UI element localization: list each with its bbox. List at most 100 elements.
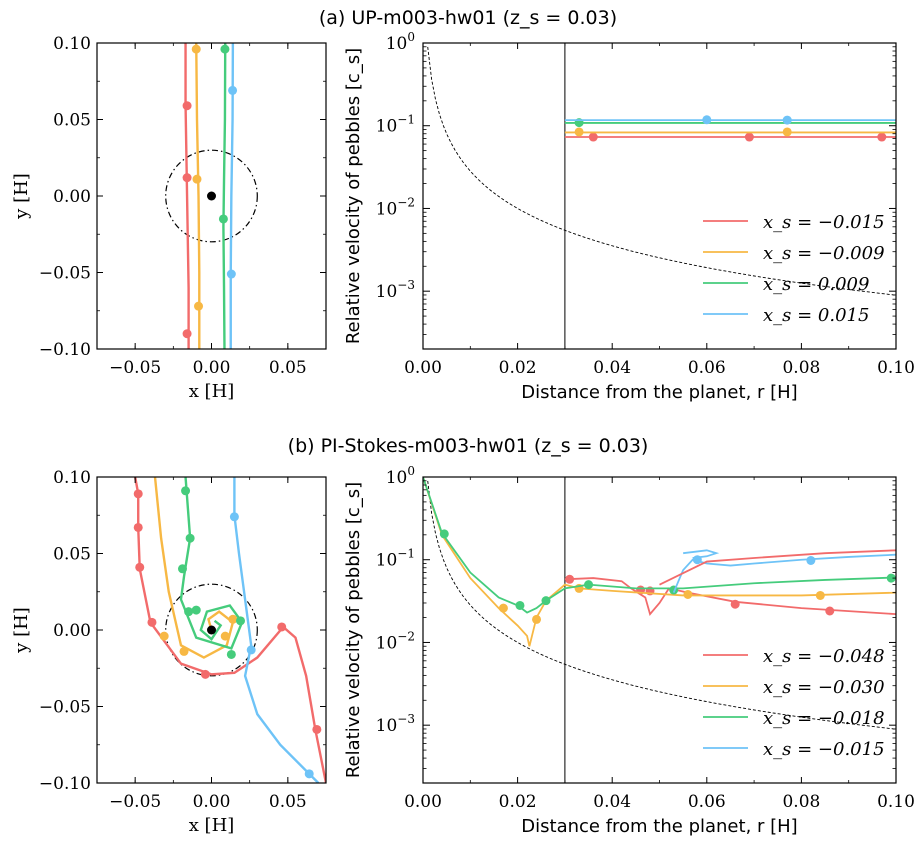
x-tick-label: 0.06: [688, 358, 726, 378]
x-tick-label: 0.00: [404, 358, 442, 378]
trajectory-marker: [228, 85, 238, 95]
velocity-marker: [541, 596, 551, 606]
trajectory-line-green: [222, 43, 227, 349]
trajectory-line-orange: [153, 477, 235, 659]
y-tick-label: 0.00: [53, 187, 91, 207]
y-tick-label: −0.05: [39, 698, 91, 718]
trajectory-plot-1: [96, 476, 327, 784]
trajectory-marker: [246, 645, 256, 655]
velocity-plot-0: 100 10−1 10−2 10−3: [376, 30, 897, 350]
x-axis-label: x [H]: [189, 815, 235, 836]
y-tick-label: 100: [386, 30, 415, 54]
trajectory-line-blue: [233, 477, 320, 783]
y-axis-label: y [H]: [11, 607, 32, 654]
trajectory-marker: [226, 649, 236, 659]
y-tick-label: 0.00: [53, 621, 91, 641]
x-tick-label: 0.10: [877, 358, 915, 378]
trajectory-line-red: [184, 43, 190, 349]
legend-entry: x_s = −0.030: [763, 677, 885, 698]
velocity-marker: [498, 603, 508, 613]
y-axis-label: y [H]: [11, 173, 32, 220]
y-tick-label: 0.05: [53, 111, 91, 131]
velocity-marker: [806, 555, 816, 565]
x-tick-label: 0.06: [688, 792, 726, 812]
velocity-marker: [877, 132, 887, 142]
x-tick-label: 0.04: [593, 792, 631, 812]
trajectory-marker: [200, 669, 210, 679]
velocity-marker: [744, 132, 754, 142]
trajectory-marker: [177, 564, 187, 574]
trajectory-marker: [277, 622, 287, 632]
velocity-marker: [683, 589, 693, 599]
trajectory-marker: [220, 631, 230, 641]
trajectory-marker: [236, 616, 246, 626]
y-tick-label: 10−2: [376, 629, 415, 653]
trajectory-marker: [147, 617, 157, 627]
x-tick-label: −0.05: [109, 792, 161, 812]
velocity-marker: [515, 600, 525, 610]
panel-title-0: (a) UP-m003-hw01 (z_s = 0.03): [319, 7, 617, 29]
trajectory-marker: [182, 173, 192, 183]
velocity-marker: [730, 599, 740, 609]
legend-entry: x_s = −0.015: [763, 212, 885, 233]
trajectory-marker: [184, 607, 194, 617]
velocity-line-blue: [672, 553, 896, 593]
trajectory-marker: [159, 631, 169, 641]
y-tick-label: 10−3: [376, 712, 415, 736]
velocity-line-red: [659, 549, 896, 586]
legend-entry: x_s = −0.048: [763, 646, 885, 667]
trajectory-marker: [228, 614, 238, 624]
trajectory-marker: [185, 533, 195, 543]
x-axis-label: x [H]: [189, 381, 235, 402]
trajectory-marker: [133, 522, 143, 532]
panel-title-1: (b) PI-Stokes-m003-hw01 (z_s = 0.03): [288, 435, 649, 457]
y-tick-label: −0.10: [39, 774, 91, 794]
trajectory-marker: [194, 301, 204, 311]
velocity-line-orange: [423, 477, 896, 647]
trajectory-marker: [191, 605, 201, 615]
trajectory-marker: [179, 646, 189, 656]
legend-entry: x_s = −0.015: [763, 739, 885, 760]
x-tick-label: 0.08: [782, 358, 820, 378]
velocity-marker: [825, 606, 835, 616]
velocity-marker: [782, 127, 792, 137]
y-tick-label: 10−2: [376, 195, 415, 219]
velocity-marker: [815, 590, 825, 600]
legend-entry: x_s = 0.009: [763, 274, 869, 295]
trajectory-marker: [133, 489, 143, 499]
velocity-line-blue: [683, 549, 720, 559]
velocity-line-red: [564, 577, 896, 616]
y-tick-label: 10−1: [376, 547, 415, 571]
velocity-marker: [584, 580, 594, 590]
legend-entry: x_s = −0.018: [763, 708, 885, 729]
velocity-line-green: [423, 477, 896, 614]
x-tick-label: 0.00: [404, 792, 442, 812]
trajectory-marker: [135, 562, 145, 572]
trajectory-marker: [220, 44, 230, 54]
y-tick-label: 10−3: [376, 278, 415, 302]
x-tick-label: −0.05: [109, 358, 161, 378]
trajectory-marker: [304, 769, 314, 779]
x-tick-label: 0.05: [269, 358, 307, 378]
velocity-frame: [422, 42, 897, 350]
x-axis-label: Distance from the planet, r [H]: [521, 382, 797, 403]
velocity-marker: [439, 529, 449, 539]
x-tick-label: 0.00: [193, 792, 231, 812]
velocity-marker: [574, 127, 584, 137]
x-tick-label: 0.08: [782, 792, 820, 812]
y-tick-label: −0.05: [39, 264, 91, 284]
y-tick-label: 0.05: [53, 545, 91, 565]
velocity-marker: [702, 115, 712, 125]
y-tick-label: 0.10: [53, 34, 91, 54]
x-tick-label: 0.02: [499, 358, 537, 378]
x-tick-label: 0.04: [593, 358, 631, 378]
x-tick-label: 0.10: [877, 792, 915, 812]
trajectory-marker: [191, 44, 201, 54]
escape-velocity-curve: [427, 46, 896, 296]
legend-entry: x_s = −0.009: [763, 243, 885, 264]
x-tick-label: 0.02: [499, 792, 537, 812]
trajectory-marker: [192, 174, 202, 184]
y-tick-label: −0.10: [39, 340, 91, 360]
trajectory-marker: [226, 269, 236, 279]
